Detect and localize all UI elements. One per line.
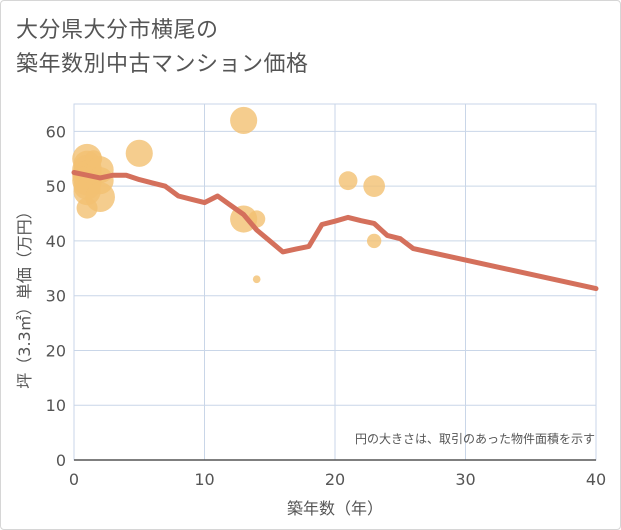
- axis-ticks: 0 10 20 30 40 0 10 20 30 40 50 60: [46, 122, 607, 489]
- bubble-size-note: 円の大きさは、取引のあった物件面積を示す: [355, 431, 595, 446]
- y-tick-label: 0: [56, 451, 66, 470]
- chart-title-line1: 大分県大分市横尾の: [16, 18, 219, 43]
- y-tick-label: 30: [46, 287, 66, 306]
- bubbles: [72, 106, 386, 284]
- y-tick-label: 40: [46, 232, 66, 251]
- y-tick-label: 50: [46, 177, 66, 196]
- x-tick-label: 40: [586, 470, 606, 489]
- bubble-point: [366, 233, 382, 249]
- x-axis-label: 築年数（年）: [287, 499, 383, 518]
- bubble-point: [125, 139, 153, 167]
- x-tick-label: 0: [69, 470, 79, 489]
- bubble-point: [252, 275, 261, 284]
- bubble-point: [363, 175, 386, 198]
- trend-line-layer: [71, 170, 599, 292]
- y-tick-label: 20: [46, 341, 66, 360]
- bubble-point: [85, 182, 115, 212]
- y-tick-label: 60: [46, 122, 66, 141]
- x-tick-label: 20: [325, 470, 345, 489]
- chart-title-line2: 築年数別中古マンション価格: [16, 52, 309, 77]
- bubble-point: [230, 106, 258, 134]
- x-tick-label: 30: [455, 470, 475, 489]
- y-axis-label: 坪（3.3㎡）単価（万円）: [15, 203, 34, 388]
- grid-lines: [73, 103, 597, 461]
- average-price-line: [71, 170, 599, 292]
- y-tick-label: 10: [46, 396, 66, 415]
- bubble-point: [338, 171, 358, 191]
- chart-title: 大分県大分市横尾の 築年数別中古マンション価格: [16, 14, 416, 82]
- x-tick-label: 10: [194, 470, 214, 489]
